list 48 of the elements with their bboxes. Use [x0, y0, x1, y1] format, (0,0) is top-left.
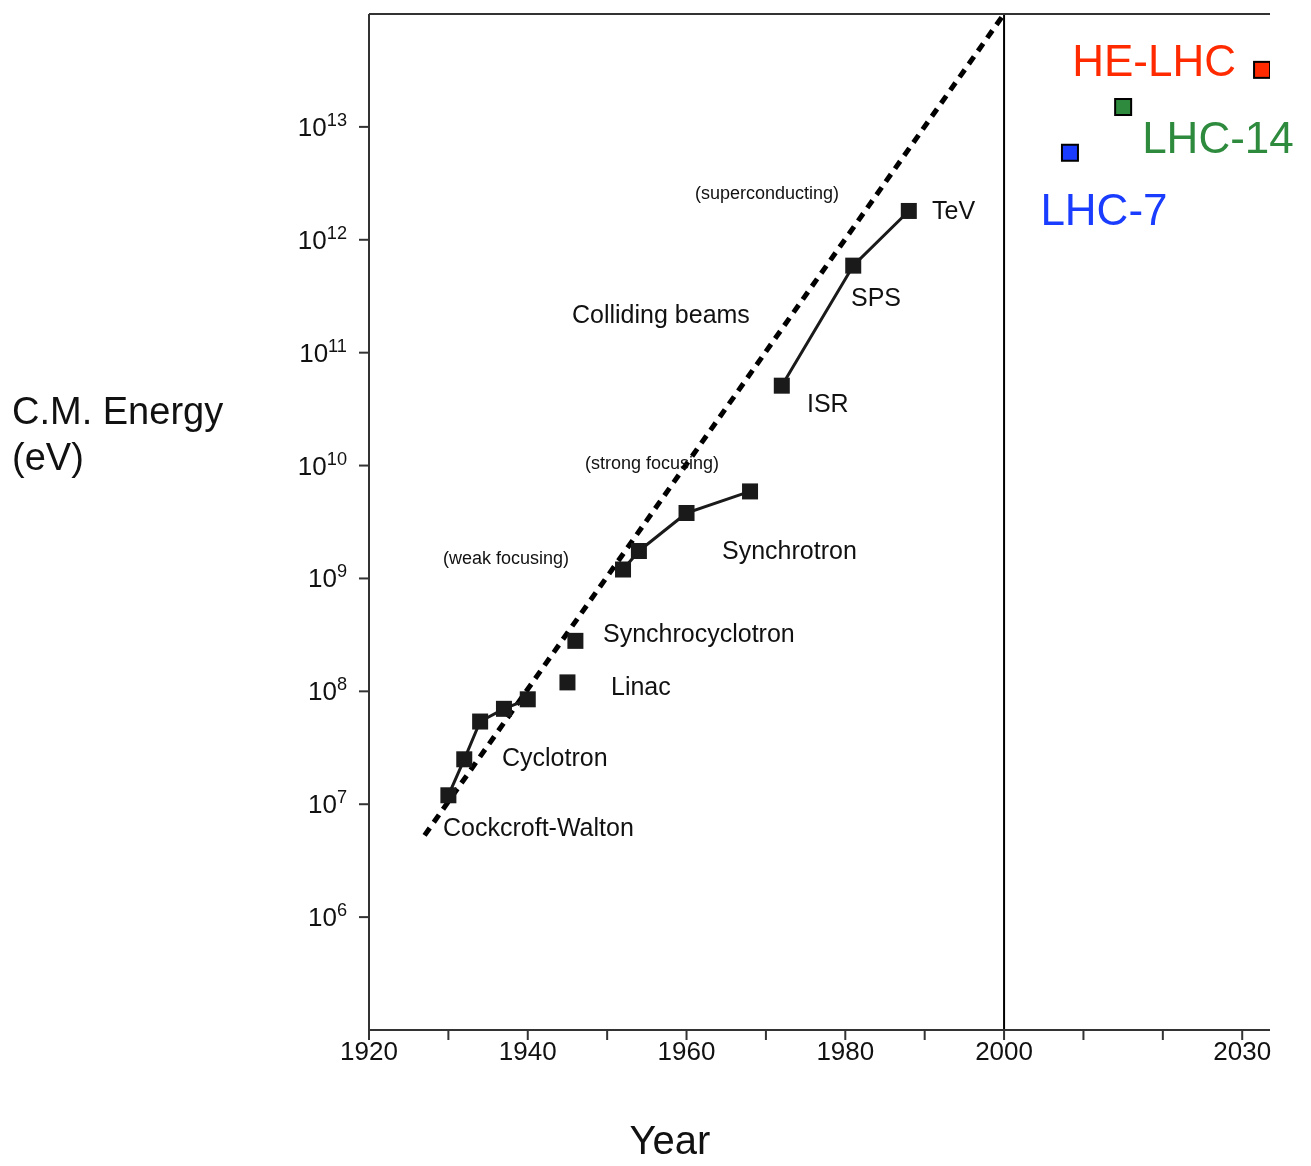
y-tick-label: 10$^{7}$ [307, 787, 347, 820]
point [495, 700, 512, 717]
annotation: ISR [807, 389, 849, 418]
x-tick-label: 2000 [975, 1036, 1033, 1067]
point [559, 674, 576, 691]
point [472, 713, 489, 730]
x-tick-label: 2030 [1213, 1036, 1272, 1067]
point [900, 202, 917, 219]
y-tick-label: 10$^{12}$ [297, 222, 347, 255]
x-tick-label: 1940 [498, 1036, 557, 1067]
annotation: (strong focusing) [585, 453, 720, 474]
annotation: (superconducting) [695, 183, 840, 204]
point [742, 483, 759, 500]
y-tick-label: 10$^{6}$ [307, 900, 347, 933]
x-tick-label: 1980 [816, 1036, 875, 1067]
annotation: TeV [932, 196, 976, 225]
annotation: (weak focusing) [443, 548, 570, 569]
y-tick-label: 10$^{8}$ [307, 674, 347, 707]
point [1060, 143, 1079, 162]
point [678, 504, 695, 521]
point [440, 787, 457, 804]
x-axis-title: Year [628, 1118, 712, 1163]
y-tick-label: 10$^{10}$ [297, 448, 347, 481]
point [519, 691, 536, 708]
x-tick-label: 1960 [657, 1036, 716, 1067]
annotation: Cockcroft-Walton [443, 813, 634, 842]
annotation: Cyclotron [502, 743, 608, 772]
y-tick-label: 10$^{9}$ [307, 561, 347, 594]
point [456, 751, 473, 768]
annotation: Synchrotron [722, 536, 857, 565]
annotation: Synchrocyclotron [603, 619, 795, 648]
point [1114, 98, 1133, 117]
annotation: SPS [851, 283, 902, 312]
y-tick-label: 10$^{11}$ [299, 335, 347, 368]
annotation: Linac [611, 672, 671, 701]
point [773, 377, 790, 394]
series-label: LHC-7 [1040, 184, 1168, 234]
point [567, 632, 584, 649]
point [615, 561, 632, 578]
point [1253, 60, 1270, 79]
series-label: HE-LHC [1072, 35, 1237, 85]
point [630, 543, 647, 560]
annotation: Colliding beams [572, 300, 750, 329]
series-label: LHC-14 [1142, 113, 1294, 163]
y-tick-label: 10$^{13}$ [297, 109, 347, 142]
y-axis-title: C.M. Energy (eV) [12, 389, 225, 480]
point [845, 257, 862, 274]
x-tick-label: 1920 [340, 1036, 398, 1067]
